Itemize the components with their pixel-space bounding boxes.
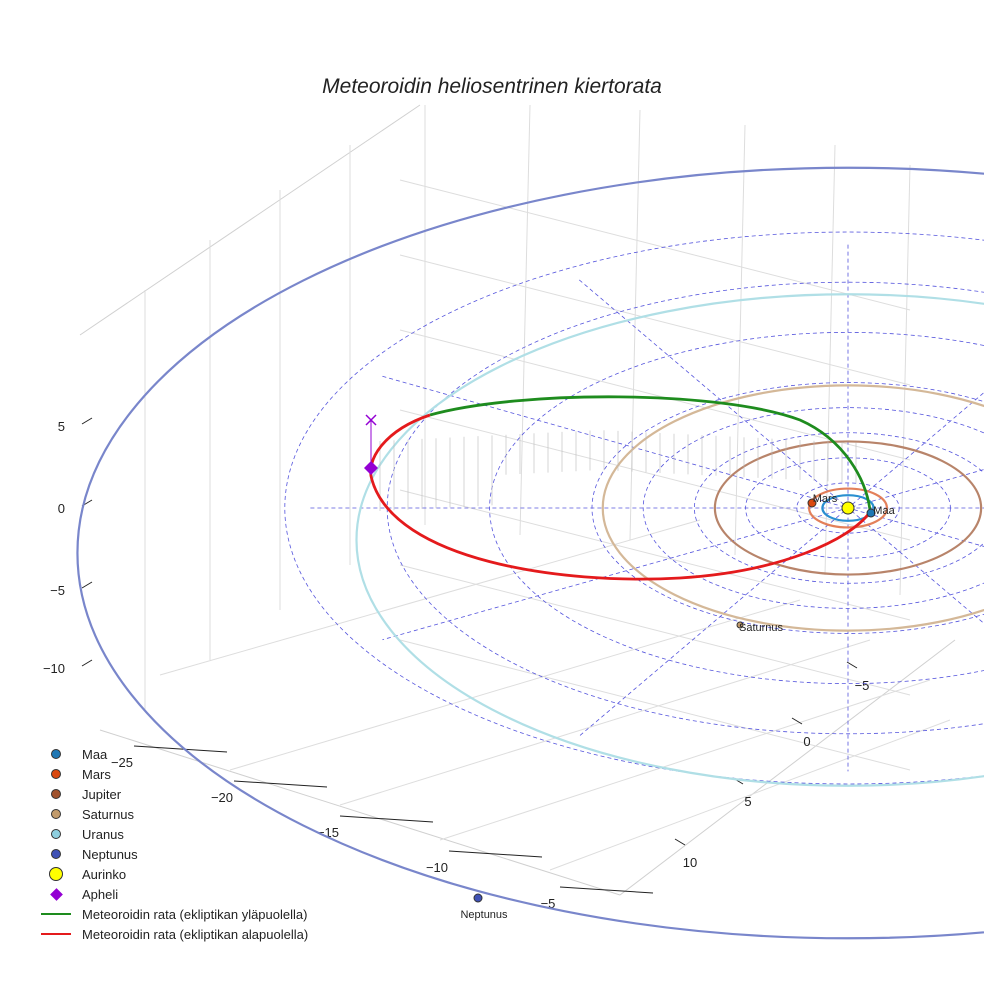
axis-edge-0 bbox=[79, 104, 421, 336]
legend-item: Saturnus bbox=[38, 804, 308, 824]
legend-dot-icon bbox=[38, 849, 74, 859]
grid-floor-4 bbox=[159, 519, 701, 676]
y-tick-label: 5 bbox=[744, 794, 751, 809]
y-tick-label: 0 bbox=[803, 734, 810, 749]
x-tick-label: −10 bbox=[426, 860, 448, 875]
legend-item: Neptunus bbox=[38, 844, 308, 864]
legend-item: Uranus bbox=[38, 824, 308, 844]
legend-item: Meteoroidin rata (ekliptikan yläpuolella… bbox=[38, 904, 308, 924]
grid-floor-2 bbox=[439, 679, 931, 841]
legend-item: Mars bbox=[38, 764, 308, 784]
legend-line-icon bbox=[38, 933, 74, 935]
legend-item: Aurinko bbox=[38, 864, 308, 884]
x-tick bbox=[233, 780, 328, 788]
legend-label: Meteoroidin rata (ekliptikan yläpuolella… bbox=[82, 906, 308, 922]
grid-back-3 bbox=[824, 144, 836, 576]
axis-edge-2 bbox=[619, 639, 956, 896]
aphelion-marker bbox=[364, 461, 378, 475]
label-neptunus: Neptunus bbox=[460, 909, 508, 921]
z-tick-label: 5 bbox=[58, 419, 65, 434]
axis-edge-1 bbox=[99, 729, 621, 896]
x-tick bbox=[559, 886, 654, 894]
legend-sun-icon bbox=[38, 867, 74, 881]
grid-floor-0 bbox=[229, 599, 801, 771]
chart-title: Meteoroidin heliosentrinen kiertorata bbox=[322, 75, 662, 98]
legend-label: Saturnus bbox=[82, 806, 135, 822]
aphelion-projection-marker bbox=[365, 414, 377, 426]
legend-label: Apheli bbox=[82, 886, 119, 902]
meteoroid-orbit-below bbox=[369, 413, 872, 581]
grid-floor-1 bbox=[339, 639, 871, 806]
legend-label: Neptunus bbox=[82, 846, 138, 862]
label-maa: Maa bbox=[873, 505, 895, 517]
grid-back-1 bbox=[629, 109, 641, 541]
legend-label: Maa bbox=[82, 746, 108, 762]
ecliptic-grid-ring bbox=[489, 332, 984, 684]
label-saturnus: Saturnus bbox=[739, 622, 784, 634]
legend-label: Meteoroidin rata (ekliptikan alapuolella… bbox=[82, 926, 309, 942]
orbit-mars bbox=[807, 487, 889, 529]
grid-horizontal-3 bbox=[399, 409, 911, 541]
legend-dot-icon bbox=[38, 789, 74, 799]
z-tick-label: 0 bbox=[58, 501, 65, 516]
x-tick bbox=[339, 815, 434, 823]
legend-label: Mars bbox=[82, 766, 111, 782]
z-tick bbox=[81, 581, 93, 589]
grid-horizontal-2 bbox=[399, 329, 911, 461]
mars-marker bbox=[807, 498, 817, 508]
orbit-jupiter bbox=[713, 440, 983, 576]
y-tick-label: 10 bbox=[683, 855, 697, 870]
legend-label: Uranus bbox=[82, 826, 124, 842]
x-tick bbox=[133, 745, 228, 753]
y-tick bbox=[791, 717, 803, 725]
grid-back-4 bbox=[899, 164, 911, 596]
y-tick bbox=[846, 661, 858, 669]
grid-horizontal-6 bbox=[399, 639, 911, 771]
y-tick bbox=[674, 838, 686, 846]
x-tick bbox=[448, 850, 543, 858]
legend-item: Meteoroidin rata (ekliptikan alapuolella… bbox=[38, 924, 308, 944]
z-tick-label: −5 bbox=[50, 583, 65, 598]
legend-item: Maa bbox=[38, 744, 308, 764]
orbit-maa bbox=[821, 494, 875, 522]
legend-label: Aurinko bbox=[82, 866, 127, 882]
z-tick-label: −10 bbox=[43, 661, 65, 676]
legend-dot-icon bbox=[38, 749, 74, 759]
z-tick bbox=[81, 417, 93, 425]
legend-dot-icon bbox=[38, 829, 74, 839]
neptune-marker bbox=[473, 893, 483, 903]
grid-horizontal-0 bbox=[399, 179, 911, 311]
x-tick-label: −15 bbox=[317, 825, 339, 840]
legend-label: Jupiter bbox=[82, 786, 122, 802]
label-mars: Mars bbox=[813, 493, 838, 505]
legend-dot-icon bbox=[38, 769, 74, 779]
x-tick-label: −20 bbox=[211, 790, 233, 805]
legend-dot-icon bbox=[38, 809, 74, 819]
meteoroid-orbit-above bbox=[429, 395, 872, 511]
sun-marker bbox=[841, 501, 855, 515]
legend-diamond-icon bbox=[38, 887, 74, 901]
ecliptic-grid-ring bbox=[386, 281, 984, 735]
x-tick-label: −25 bbox=[111, 755, 133, 770]
grid-horizontal-5 bbox=[399, 564, 911, 696]
legend: Maa Mars Jupiter Saturnus Uranus Neptunus Auri… bbox=[38, 744, 308, 944]
grid-floor-3 bbox=[549, 719, 951, 871]
earth-marker bbox=[866, 508, 876, 518]
grid-back-0 bbox=[519, 104, 531, 536]
grid-horizontal-4 bbox=[399, 489, 911, 621]
orbit-uranus bbox=[355, 293, 984, 787]
y-tick-label: −5 bbox=[855, 678, 870, 693]
legend-item: Apheli bbox=[38, 884, 308, 904]
z-tick bbox=[81, 659, 93, 667]
saturn-marker bbox=[736, 621, 744, 629]
grid-back-2 bbox=[734, 124, 746, 556]
grid-horizontal-1 bbox=[399, 254, 911, 386]
legend-line-icon bbox=[38, 913, 74, 915]
orbit-saturnus bbox=[601, 384, 984, 632]
legend-item: Jupiter bbox=[38, 784, 308, 804]
orbit-neptunus bbox=[76, 166, 984, 940]
